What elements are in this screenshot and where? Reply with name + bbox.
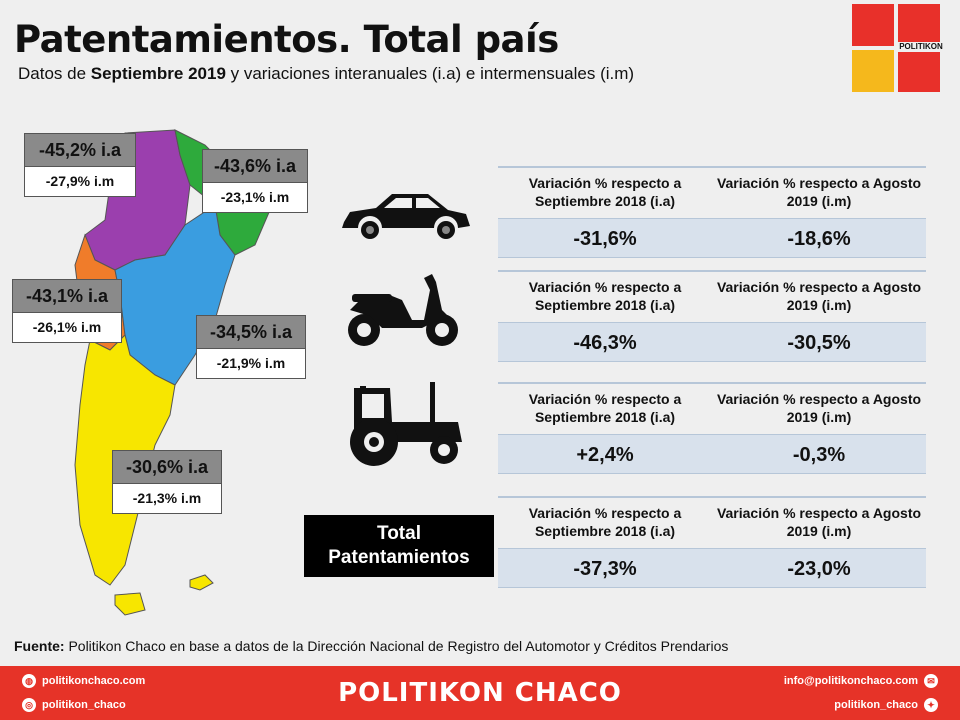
globe-icon: ◍ [22,674,36,688]
footer-bar: ◍ politikonchaco.com ◎ politikon_chaco POL… [0,666,960,720]
footer-brand: POLITIKON CHACO [338,678,622,708]
page-title: Patentamientos. Total país [14,18,559,61]
car-icon [342,194,470,239]
region-label-centro: -34,5% i.a -21,9% i.m [196,315,306,379]
region-label-noa: -45,2% i.a -27,9% i.m [24,133,136,197]
twitter-icon: ✦ [924,698,938,712]
value-ia: -31,6% [573,228,637,250]
value-im: -30,5% [787,332,851,354]
table-autos: Variación % respecto a Septiembre 2018 (… [498,166,926,258]
value-ia: -37,3% [573,558,637,580]
table-motos: Variación % respecto a Septiembre 2018 (… [498,270,926,362]
value-ia: -46,3% [573,332,637,354]
value-ia: +2,4% [576,444,634,466]
value-im: -23,0% [787,558,851,580]
footer-web[interactable]: ◍ politikonchaco.com [22,674,145,688]
page-subtitle: Datos de Septiembre 2019 y variaciones i… [18,64,635,83]
footer-email[interactable]: info@politikonchaco.com ✉ [784,674,938,688]
footer-twitter[interactable]: politikon_chaco ✦ [834,698,938,712]
motorcycle-icon [348,274,458,346]
region-label-patagonia: -30,6% i.a -21,3% i.m [112,450,222,514]
source-note: Fuente: Politikon Chaco en base a datos … [14,638,729,654]
region-label-nea: -43,6% i.a -23,1% i.m [202,149,308,213]
table-total: Variación % respecto a Septiembre 2018 (… [498,496,926,588]
total-patentamientos-label: Total Patentamientos [304,515,494,577]
footer-instagram[interactable]: ◎ politikon_chaco [22,698,126,712]
mail-icon: ✉ [924,674,938,688]
tractor-icon [350,382,462,466]
value-im: -18,6% [787,228,851,250]
region-label-cuyo: -43,1% i.a -26,1% i.m [12,279,122,343]
instagram-icon: ◎ [22,698,36,712]
value-im: -0,3% [792,444,846,466]
politikon-logo: POLITIKON [852,4,944,92]
table-maquinaria: Variación % respecto a Septiembre 2018 (… [498,382,926,474]
